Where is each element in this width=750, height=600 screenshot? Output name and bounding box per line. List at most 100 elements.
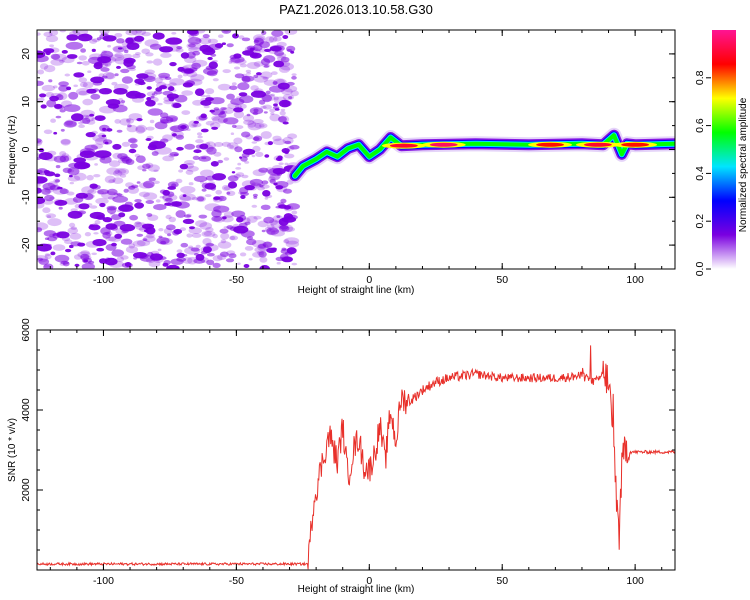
noise-speckle xyxy=(163,99,174,105)
noise-speckle xyxy=(37,97,45,102)
noise-speckle xyxy=(98,88,112,95)
noise-speckle xyxy=(64,73,71,77)
noise-speckle xyxy=(135,52,141,56)
noise-speckle xyxy=(270,230,285,237)
noise-speckle xyxy=(222,216,227,220)
noise-speckle xyxy=(264,226,272,232)
noise-speckle xyxy=(177,74,183,79)
noise-speckle xyxy=(206,70,218,77)
noise-speckle xyxy=(76,61,83,65)
colorbar: 0.0 0.2 0.4 0.6 0.8 Normalized spectral ampl… xyxy=(694,30,749,276)
noise-speckle xyxy=(65,120,73,126)
noise-speckle xyxy=(56,231,70,239)
noise-speckle xyxy=(59,188,69,195)
noise-speckle xyxy=(192,50,201,56)
noise-speckle xyxy=(284,237,300,245)
noise-speckle xyxy=(37,187,42,194)
noise-speckle xyxy=(271,30,284,37)
noise-speckle xyxy=(48,79,53,83)
noise-speckle xyxy=(114,119,121,124)
noise-speckle xyxy=(269,178,276,184)
noise-speckle xyxy=(63,104,81,112)
noise-speckle xyxy=(223,211,234,218)
noise-speckle xyxy=(247,120,257,128)
noise-speckle xyxy=(69,174,73,178)
noise-speckle xyxy=(290,90,299,97)
noise-speckle xyxy=(112,152,123,160)
noise-speckle xyxy=(90,93,101,100)
noise-speckle xyxy=(246,215,258,223)
noise-speckle xyxy=(202,246,212,254)
noise-speckle xyxy=(214,43,224,49)
colorbar-tick-label: 0.2 xyxy=(694,214,706,229)
colorbar-tick-label: 0.4 xyxy=(694,166,706,181)
noise-speckle xyxy=(227,226,237,231)
noise-speckle xyxy=(128,113,143,121)
noise-speckle xyxy=(177,66,185,72)
noise-speckle xyxy=(170,130,184,139)
noise-speckle xyxy=(231,124,237,128)
noise-speckle xyxy=(37,138,42,143)
noise-speckle xyxy=(38,148,45,153)
noise-speckle xyxy=(233,174,241,179)
noise-speckle xyxy=(217,159,224,164)
y-tick-label: 2000 xyxy=(20,478,32,502)
noise-speckle xyxy=(46,99,57,108)
noise-speckle xyxy=(230,132,235,135)
noise-speckle xyxy=(197,196,205,202)
noise-speckle xyxy=(138,191,150,197)
noise-speckle xyxy=(89,224,94,228)
noise-speckle xyxy=(121,156,132,164)
noise-speckle xyxy=(128,243,136,249)
noise-speckle xyxy=(59,151,67,157)
noise-speckle xyxy=(200,94,207,98)
noise-speckle xyxy=(165,37,183,45)
noise-speckle xyxy=(251,154,256,158)
noise-speckle xyxy=(91,38,100,43)
noise-speckle xyxy=(50,58,64,66)
noise-speckle xyxy=(67,169,75,173)
track-hotspot xyxy=(621,142,650,147)
noise-speckle xyxy=(94,115,106,121)
noise-speckle xyxy=(77,210,87,215)
colorbar-tick-label: 0.6 xyxy=(694,118,706,133)
noise-speckle xyxy=(213,197,219,201)
noise-speckle xyxy=(233,66,241,70)
noise-speckle xyxy=(263,65,269,68)
noise-speckle xyxy=(234,146,243,153)
noise-speckle xyxy=(287,133,298,139)
noise-speckle xyxy=(133,221,143,228)
noise-speckle xyxy=(212,173,226,181)
noise-speckle xyxy=(120,238,133,245)
noise-speckle xyxy=(249,178,263,186)
noise-speckle xyxy=(168,96,175,102)
noise-speckle xyxy=(223,186,233,191)
noise-speckle xyxy=(180,242,189,248)
noise-speckle xyxy=(181,90,194,96)
noise-speckle xyxy=(48,30,59,36)
noise-speckle xyxy=(147,164,160,172)
noise-speckle xyxy=(257,244,267,249)
noise-speckle xyxy=(193,175,208,182)
noise-speckle xyxy=(253,74,259,78)
noise-speckle xyxy=(110,224,119,231)
noise-speckle xyxy=(219,251,229,258)
noise-speckle xyxy=(269,45,285,52)
noise-speckle xyxy=(200,98,207,102)
noise-speckle xyxy=(73,157,86,163)
noise-speckle xyxy=(87,70,92,73)
noise-speckle xyxy=(175,47,184,53)
noise-speckle xyxy=(53,85,58,89)
signal-track xyxy=(287,127,675,184)
noise-speckle xyxy=(116,65,121,69)
noise-speckle xyxy=(283,239,290,244)
noise-speckle xyxy=(226,93,235,100)
noise-speckle xyxy=(184,80,196,87)
noise-speckle xyxy=(151,151,159,156)
noise-speckle xyxy=(211,215,223,222)
noise-speckle xyxy=(200,169,214,177)
noise-speckle xyxy=(190,247,200,252)
noise-speckle xyxy=(188,30,200,35)
noise-speckle xyxy=(168,86,175,92)
noise-speckle xyxy=(194,253,199,256)
